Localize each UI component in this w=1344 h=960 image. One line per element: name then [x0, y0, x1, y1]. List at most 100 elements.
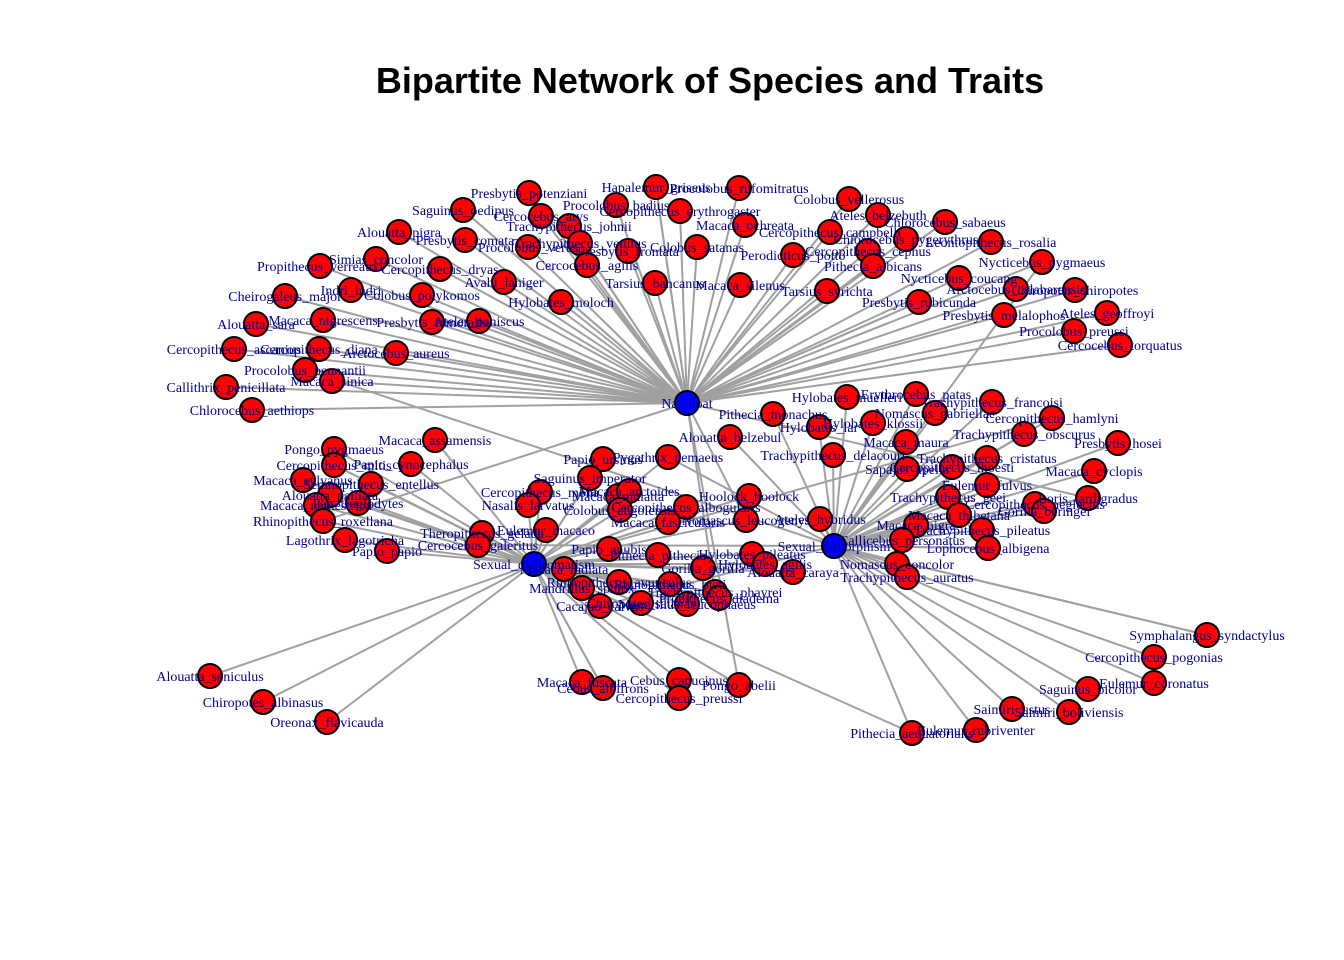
species-node: [963, 717, 989, 743]
edge: [431, 321, 688, 404]
edge: [464, 239, 688, 404]
species-label: Pithecia_monachus: [719, 408, 828, 423]
species-label: Macaca_fuscata: [537, 676, 628, 691]
figure-title: Bipartite Network of Species and Traits: [376, 60, 1044, 101]
edge: [833, 496, 949, 547]
species-label: Macaca_nigrescens: [268, 314, 378, 329]
edge: [654, 282, 688, 404]
species-node: [321, 452, 347, 478]
species-node: [946, 502, 972, 528]
edge: [627, 250, 688, 404]
species-label: Loris_tardigradus: [1038, 492, 1138, 507]
edge: [322, 402, 688, 522]
species-label: Lagothrix_lagotricha: [286, 534, 405, 549]
edge: [533, 563, 583, 683]
edge: [386, 550, 535, 565]
edge: [540, 215, 688, 404]
species-node: [1011, 421, 1037, 447]
species-label: Perodicticus_potto: [741, 249, 846, 264]
edge: [833, 545, 1013, 710]
species-label: Rhinopithecus_avunculus: [547, 576, 692, 591]
edge: [533, 563, 740, 686]
species-label: Macaca_nemestrina: [260, 499, 373, 514]
edge: [833, 510, 1045, 547]
species-node: [491, 269, 517, 295]
species-node: [306, 336, 332, 362]
species-node: [1075, 676, 1101, 702]
species-node: [533, 517, 559, 543]
species-node: [452, 227, 478, 253]
species-node: [667, 198, 693, 224]
species-node: [655, 509, 681, 535]
species-label: Macaca_silenus: [695, 279, 784, 294]
species-node: [332, 527, 358, 553]
edge: [833, 442, 1119, 547]
species-label: Presbytis_potenziani: [471, 187, 588, 202]
species-label: Propithecus_diadema: [659, 592, 780, 607]
species-node: [922, 400, 948, 426]
species-label: Nomascus_concolor: [840, 558, 955, 573]
species-node: [386, 219, 412, 245]
species-node: [690, 555, 716, 581]
edge: [586, 264, 688, 404]
species-label: Hylobates_klossii: [823, 417, 923, 432]
species-label: Colobus_polykomos: [364, 289, 480, 304]
species-node: [717, 424, 743, 450]
species-node: [577, 465, 603, 491]
species-node: [645, 542, 671, 568]
species-node: [946, 265, 972, 291]
species-node: [596, 536, 622, 562]
species-label: Tarsius_bancanus: [605, 277, 704, 292]
edge: [686, 344, 1121, 404]
edge: [533, 477, 591, 565]
species-label: Alouatta_caraya: [747, 566, 840, 581]
species-label: Gorilla_gorilla: [661, 562, 745, 577]
species-label: Colobus_satanas: [650, 241, 744, 256]
species-label: Pygathrix_nemaeus: [613, 451, 723, 466]
species-label: Eulemur_fulvus: [942, 479, 1032, 494]
edge: [331, 380, 688, 404]
species-label: Chlorocebus_aethiops: [190, 404, 314, 419]
species-node: [398, 451, 424, 477]
edge: [478, 320, 688, 404]
edge: [503, 281, 688, 404]
species-label: Lophocebus_albigena: [927, 542, 1051, 557]
species-label: Nycticebus_pygmaeus: [979, 256, 1106, 271]
edge: [462, 209, 688, 404]
species-label: Eulemur_rubriventer: [917, 724, 1035, 739]
species-label: Papio_ursinus: [563, 453, 642, 468]
species-label: Macaca_cyclopis: [1045, 465, 1142, 480]
edge: [833, 545, 913, 734]
species-label: Nomascus_leucogenys: [682, 514, 810, 529]
species-node: [1081, 458, 1107, 484]
edge: [225, 386, 688, 404]
species-node: [603, 192, 629, 218]
species-label: Presbytis_melalophos: [943, 309, 1066, 324]
species-node: [666, 685, 692, 711]
edge: [833, 503, 1036, 547]
species-node: [197, 663, 223, 689]
species-label: Macaca_ochreata: [696, 219, 795, 234]
species-label: Trachypithecus_pileatus: [914, 524, 1050, 539]
edge: [533, 563, 680, 681]
species-node: [239, 397, 265, 423]
species-node: [906, 289, 932, 315]
species-label: Presbytis_hosei: [1074, 437, 1162, 452]
species-label: Chiropotes_albinasus: [203, 696, 324, 711]
edge: [686, 330, 1075, 404]
species-label: Cercopithecus_cephus: [805, 245, 931, 260]
species-label: Tarsius_syrichta: [781, 285, 873, 300]
species-label: Cercopithecus_ascanius: [167, 343, 302, 358]
species-node: [615, 238, 641, 264]
species-label: Cercopithecus_diana: [260, 343, 378, 358]
species-node: [1107, 332, 1133, 358]
species-node: [642, 270, 668, 296]
species-label: Colobus_angolensis: [564, 504, 677, 519]
edge: [686, 254, 794, 404]
species-node: [574, 252, 600, 278]
species-node: [780, 559, 806, 585]
species-label: Macaca_fascicularis: [611, 516, 725, 531]
species-node: [814, 278, 840, 304]
species-node: [292, 357, 318, 383]
